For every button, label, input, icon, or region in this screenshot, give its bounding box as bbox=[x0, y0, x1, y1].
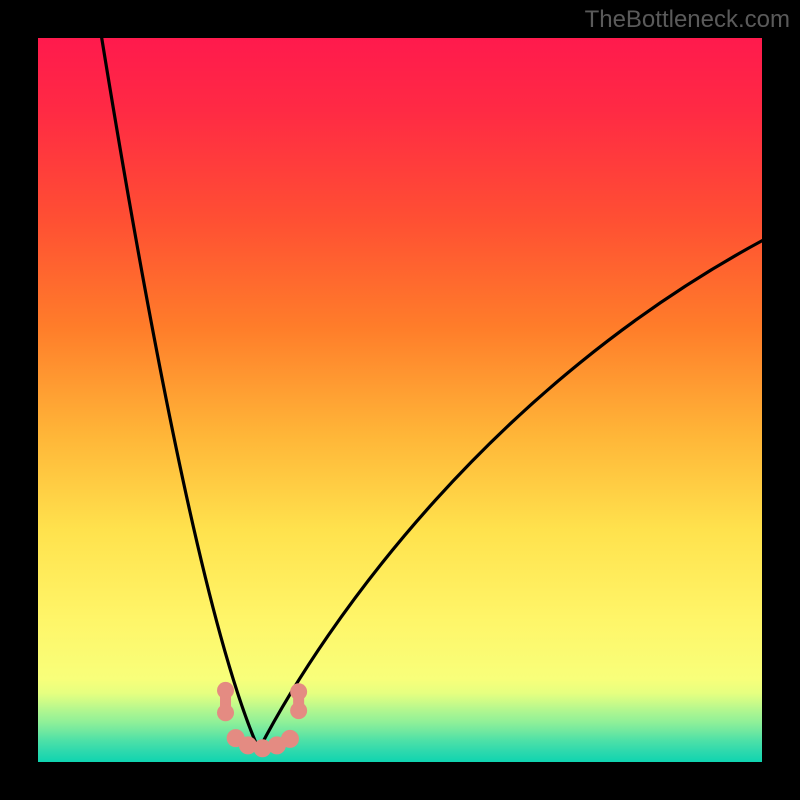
marker-dumbbell-end bbox=[290, 702, 307, 719]
plot-svg bbox=[38, 38, 762, 762]
marker-circle bbox=[281, 730, 298, 747]
marker-dumbbell-end bbox=[217, 682, 234, 699]
watermark-label: TheBottleneck.com bbox=[585, 6, 790, 33]
watermark-text: TheBottleneck.com bbox=[585, 6, 790, 34]
marker-circle bbox=[254, 740, 271, 757]
gradient-background bbox=[38, 38, 762, 762]
marker-dumbbell-end bbox=[290, 683, 307, 700]
marker-dumbbell-end bbox=[217, 704, 234, 721]
marker-circle bbox=[239, 737, 256, 754]
plot-area bbox=[38, 38, 762, 762]
